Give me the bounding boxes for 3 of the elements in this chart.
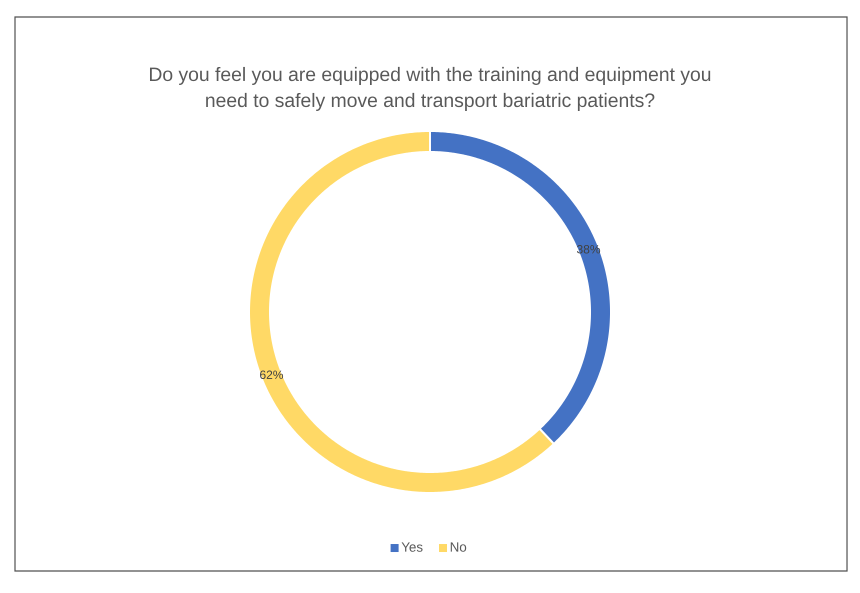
legend-label: Yes <box>402 542 423 552</box>
legend-label: No <box>450 542 466 552</box>
chart-title: Do you feel you are equipped with the training and equipment you need to safely move and transport bariatric patients? <box>150 66 710 111</box>
